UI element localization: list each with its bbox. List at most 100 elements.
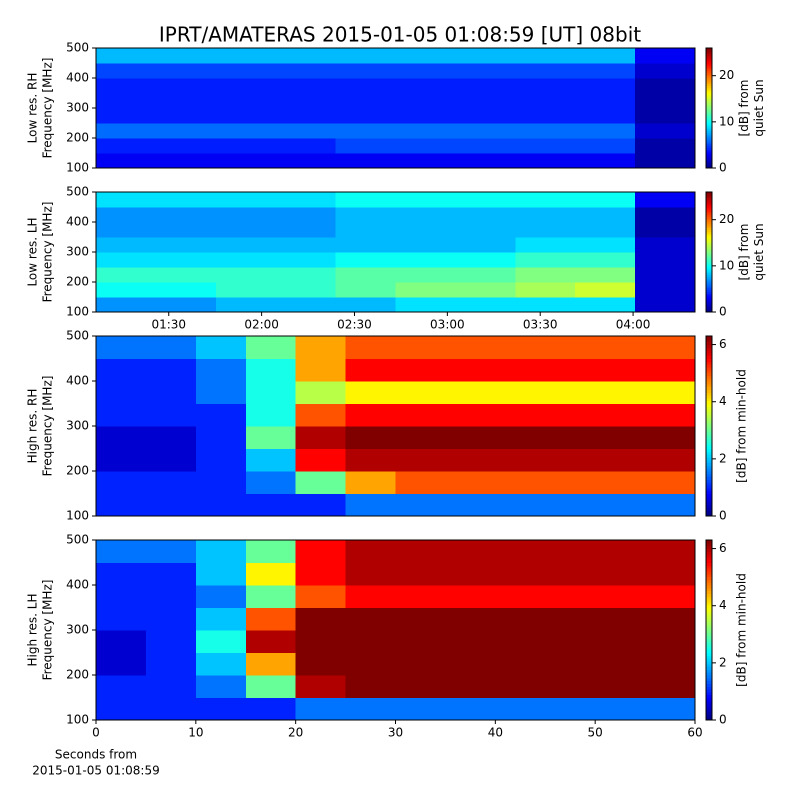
- colorbar-swatch: [706, 74, 712, 77]
- heatmap-cell: [215, 222, 277, 238]
- heatmap-cell: [515, 138, 576, 154]
- heatmap-cell: [96, 652, 147, 676]
- colorbar-swatch: [706, 265, 712, 268]
- heatmap-cell: [395, 493, 446, 517]
- colorbar-tick-label: 20: [719, 68, 734, 82]
- heatmap-cell: [445, 607, 496, 631]
- heatmap-cell: [445, 381, 496, 404]
- heatmap-cell: [645, 675, 696, 698]
- heatmap-cell: [345, 358, 396, 382]
- heatmap-cell: [395, 93, 456, 109]
- heatmap-cell: [395, 562, 446, 586]
- colorbar-swatch: [706, 49, 712, 53]
- colorbar-swatch: [706, 465, 712, 469]
- colorbar-swatch: [706, 697, 712, 701]
- heatmap-cell: [395, 297, 456, 313]
- heatmap-cell: [515, 192, 576, 208]
- colorbar-swatch: [706, 372, 712, 376]
- heatmap-cell: [145, 493, 197, 517]
- heatmap-cell: [595, 697, 646, 721]
- heatmap-cell: [515, 267, 576, 283]
- colorbar-swatch: [706, 287, 712, 290]
- colorbar-swatch: [706, 143, 712, 146]
- colorbar-swatch: [706, 540, 712, 544]
- colorbar-swatch: [706, 375, 712, 379]
- colorbar-swatch: [706, 145, 712, 148]
- colorbar-swatch: [706, 708, 712, 713]
- heatmap-cell: [195, 471, 247, 494]
- heatmap-cell: [335, 282, 396, 298]
- colorbar-swatch: [706, 499, 712, 503]
- heatmap-cell: [515, 207, 576, 223]
- heatmap-cell: [335, 192, 396, 208]
- colorbar-swatch: [706, 106, 712, 109]
- heatmap-cell: [335, 297, 396, 313]
- colorbar-swatch: [706, 121, 712, 124]
- colorbar-swatch: [706, 51, 712, 55]
- heatmap-cell: [545, 540, 596, 563]
- colorbar-swatch: [706, 205, 712, 208]
- heatmap-cell: [515, 282, 576, 298]
- heatmap-cell: [455, 93, 516, 109]
- colorbar-swatch: [706, 272, 712, 275]
- colorbar-swatch: [706, 164, 712, 167]
- heatmap-cell: [195, 607, 247, 631]
- heatmap-cell: [395, 336, 446, 359]
- heatmap-cell: [195, 697, 247, 721]
- heatmap-cell: [195, 403, 247, 427]
- heatmap-cell: [495, 403, 546, 427]
- heatmap-cell: [515, 222, 576, 238]
- heatmap-cell: [635, 78, 696, 94]
- heatmap-cell: [455, 237, 516, 253]
- colorbar-swatch: [706, 72, 712, 75]
- heatmap-cell: [275, 63, 337, 79]
- colorbar-swatch: [706, 568, 712, 572]
- heatmap-cell: [575, 252, 636, 268]
- colorbar-swatch: [706, 79, 712, 83]
- heatmap-cell: [155, 192, 217, 208]
- y-axis-label: Frequency [MHz]: [41, 58, 55, 159]
- heatmap-cell: [635, 138, 696, 154]
- heatmap-cell: [445, 336, 496, 359]
- heatmap-cell: [595, 493, 646, 517]
- heatmap-cell: [195, 426, 247, 449]
- heatmap-cell: [345, 585, 396, 608]
- heatmap-cell: [145, 697, 197, 721]
- colorbar-swatch: [706, 599, 712, 603]
- heatmap-cell: [145, 448, 197, 472]
- colorbar-swatch: [706, 158, 712, 161]
- colorbar-swatch: [706, 225, 712, 229]
- heatmap-cell: [295, 562, 347, 586]
- colorbar-swatch: [706, 610, 712, 614]
- heatmap-cell: [335, 78, 396, 94]
- heatmap-cell: [345, 540, 396, 563]
- colorbar-swatch: [706, 420, 712, 424]
- heatmap-cell: [145, 562, 197, 586]
- heatmap-cell: [515, 123, 576, 139]
- colorbar-swatch: [706, 100, 712, 103]
- heatmap-cell: [395, 540, 446, 563]
- colorbar-swatch: [706, 261, 712, 264]
- heatmap-cell: [445, 426, 496, 449]
- heatmap-cell: [245, 540, 297, 563]
- heatmap-cell: [395, 78, 456, 94]
- heatmap-cell: [195, 675, 247, 698]
- heatmap-cell: [215, 237, 277, 253]
- colorbar-swatch: [706, 411, 712, 416]
- y-tick-label: 100: [66, 161, 89, 175]
- colorbar-swatch: [706, 199, 712, 202]
- heatmap-cell: [215, 282, 277, 298]
- heatmap-cell: [635, 282, 696, 298]
- colorbar-label: [dB] from: [737, 80, 751, 137]
- heatmap-cell: [595, 448, 646, 472]
- heatmap-cell: [245, 607, 297, 631]
- heatmap-cell: [275, 108, 337, 124]
- x-tick-label: 20: [288, 726, 303, 740]
- heatmap-cell: [645, 652, 696, 676]
- colorbar-swatch: [706, 507, 712, 511]
- heatmap-cell: [395, 403, 446, 427]
- y-tick-label: 200: [66, 464, 89, 478]
- heatmap-cell: [335, 207, 396, 223]
- colorbar-swatch: [706, 242, 712, 245]
- colorbar-swatch: [706, 197, 712, 200]
